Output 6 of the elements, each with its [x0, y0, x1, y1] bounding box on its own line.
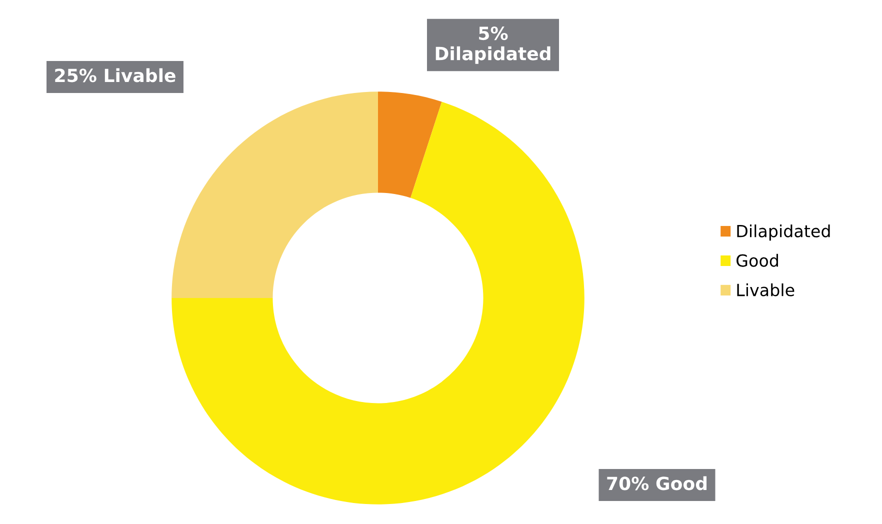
- data-label: 25% Livable: [55, 68, 176, 82]
- legend-label: Livable: [737, 283, 794, 296]
- data-label: 70% Good: [607, 476, 707, 490]
- legend-label: Good: [736, 254, 778, 267]
- legend-label: Dilapidated: [737, 224, 830, 241]
- data-label: 5% Dilapidated: [436, 26, 550, 64]
